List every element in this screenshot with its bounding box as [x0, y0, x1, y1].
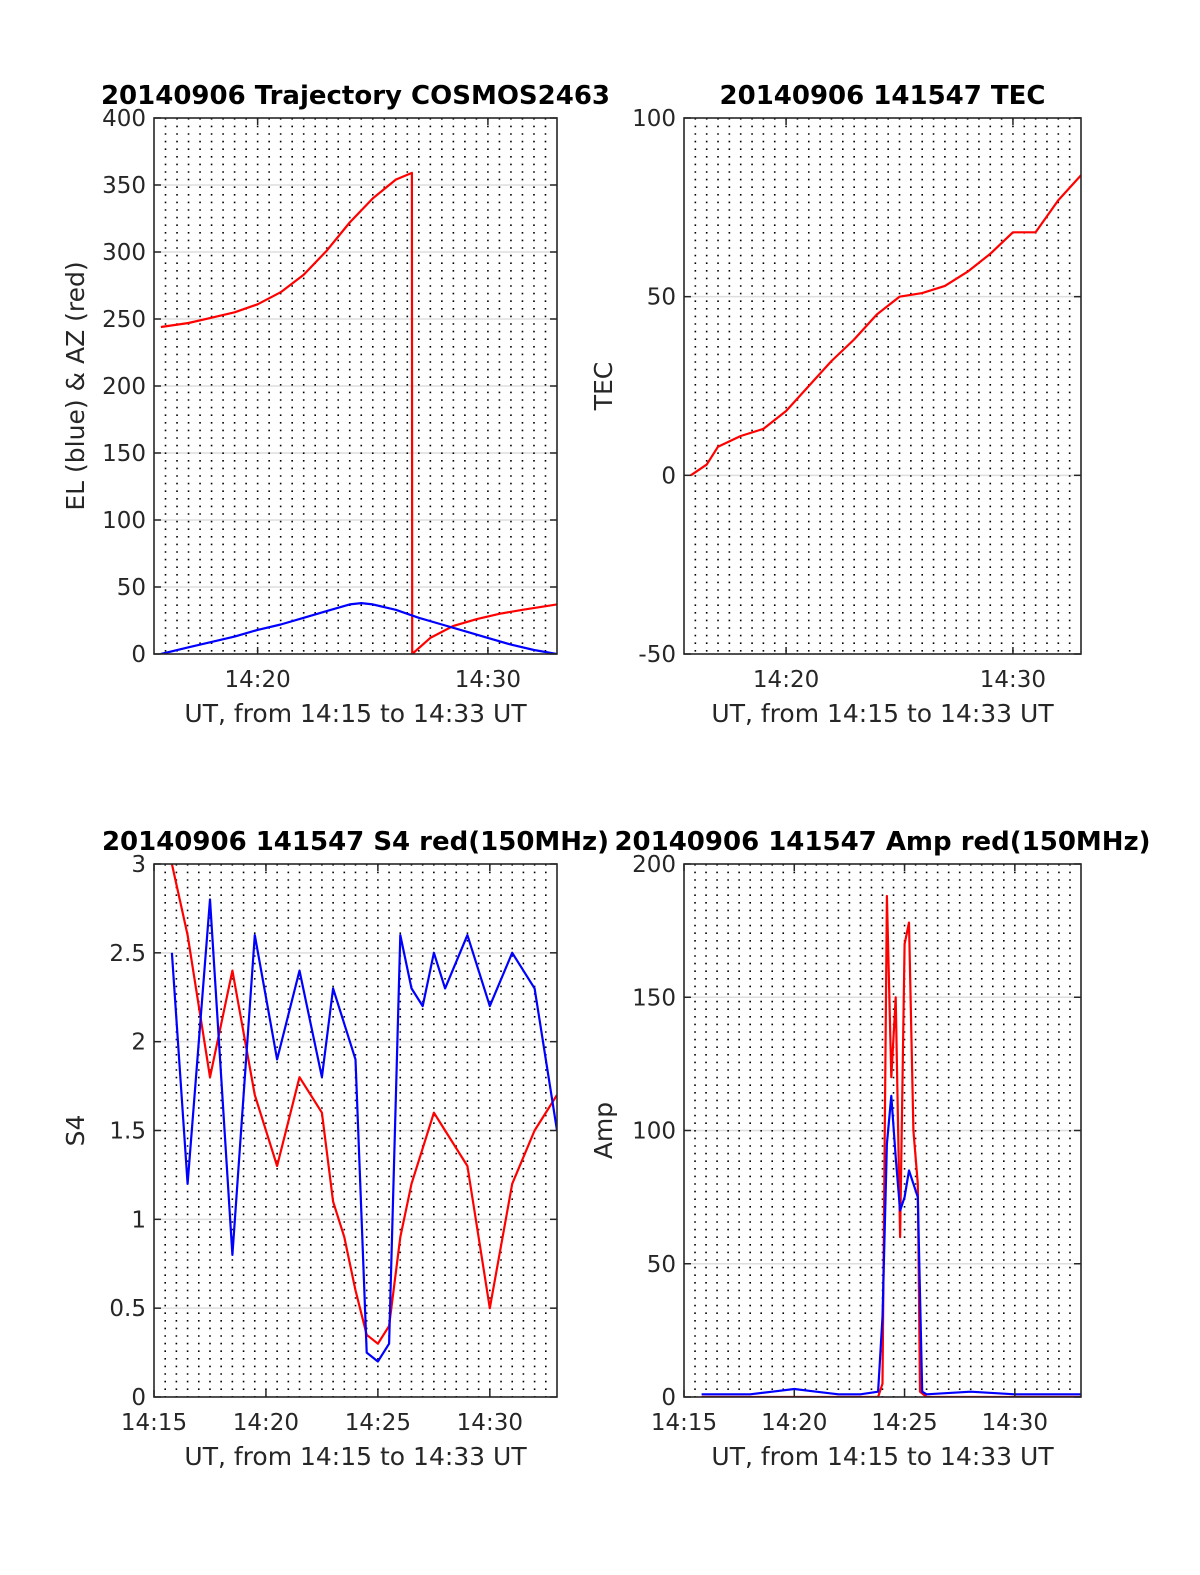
y-tick-label: 2.5: [109, 941, 146, 967]
x-tick-label: 14:15: [651, 1410, 717, 1436]
series-line-1: [701, 894, 1081, 1397]
series-line-1: [170, 864, 557, 1345]
y-tick-label: 200: [632, 852, 676, 878]
x-tick-label: 14:15: [121, 1410, 187, 1436]
y-tick-label: 150: [102, 441, 146, 467]
x-tick-label: 14:30: [455, 667, 521, 693]
axes-box: [683, 117, 1082, 655]
series-line-2: [170, 898, 557, 1363]
y-tick-label: 150: [632, 985, 676, 1011]
x-tick-label: 14:25: [345, 1410, 411, 1436]
chart-title: 20140906 Trajectory COSMOS2463: [101, 81, 610, 111]
y-axis-label: EL (blue) & AZ (red): [61, 261, 90, 510]
chart-title: 20140906 141547 Amp red(150MHz): [614, 827, 1150, 857]
x-tick-label: 14:20: [224, 667, 290, 693]
chart-panel-4: 0 50 100 150 200 14:15 14:20 14:25 14:30 20140906…: [589, 827, 1151, 1471]
x-axis-label: UT, from 14:15 to 14:33 UT: [711, 1442, 1054, 1471]
y-tick-label: 250: [102, 307, 146, 333]
x-axis-label: UT, from 14:15 to 14:33 UT: [184, 699, 527, 728]
y-tick-label: 50: [647, 1252, 676, 1278]
y-tick-label: 50: [117, 575, 146, 601]
y-tick-label: 400: [102, 106, 146, 132]
y-tick-label: 100: [632, 1119, 676, 1145]
x-tick-label: 14:25: [871, 1410, 937, 1436]
series-line-2: [701, 1094, 1081, 1396]
y-tick-label: 350: [102, 173, 146, 199]
y-tick-label: 200: [102, 374, 146, 400]
series-group: [701, 894, 1081, 1397]
series-line-2: [160, 602, 557, 654]
x-axis-label: UT, from 14:15 to 14:33 UT: [184, 1442, 527, 1471]
y-tick-label: 50: [647, 285, 676, 311]
y-axis-label: TEC: [589, 362, 618, 412]
series-line-1: [690, 174, 1081, 477]
series-group: [170, 864, 557, 1363]
y-tick-label: 0: [131, 642, 146, 668]
y-tick-label: 1.5: [109, 1119, 146, 1145]
y-tick-label: 100: [632, 106, 676, 132]
x-tick-label: 14:20: [233, 1410, 299, 1436]
y-tick-label: 100: [102, 508, 146, 534]
y-tick-label: 0: [661, 463, 676, 489]
x-tick-label: 14:30: [980, 667, 1046, 693]
series-line-1: [160, 171, 557, 654]
y-tick-label: 0: [661, 1385, 676, 1411]
chart-title: 20140906 141547 TEC: [720, 81, 1046, 111]
y-axis-label: S4: [61, 1115, 90, 1147]
y-tick-label: 1: [131, 1207, 146, 1233]
y-tick-label: 300: [102, 240, 146, 266]
chart-panel-3: 0 0.5 1 1.5 2 2.5 3 14:15 14:20 14:25 14:30 2014090…: [61, 827, 609, 1471]
y-tick-label: 3: [131, 852, 146, 878]
chart-title: 20140906 141547 S4 red(150MHz): [102, 827, 609, 857]
chart-panel-2: -50 0 50 100 14:20 14:30 20140906 141547 TEC UT…: [589, 81, 1082, 728]
y-tick-label: -50: [638, 642, 676, 668]
y-tick-label: 0: [131, 1385, 146, 1411]
chart-panel-1: 0 50 100 150 200 250 300 350 400 14:20 14:30 201409…: [61, 81, 610, 728]
y-tick-label: 2: [131, 1030, 146, 1056]
plot-area: [684, 118, 1081, 654]
y-axis-label: Amp: [589, 1102, 618, 1159]
x-tick-label: 14:20: [761, 1410, 827, 1436]
x-tick-label: 14:30: [457, 1410, 523, 1436]
x-tick-label: 14:20: [753, 667, 819, 693]
x-tick-label: 14:30: [982, 1410, 1048, 1436]
series-group: [690, 174, 1081, 477]
series-group: [160, 171, 557, 654]
y-tick-label: 0.5: [109, 1296, 146, 1322]
x-axis-label: UT, from 14:15 to 14:33 UT: [711, 699, 1054, 728]
